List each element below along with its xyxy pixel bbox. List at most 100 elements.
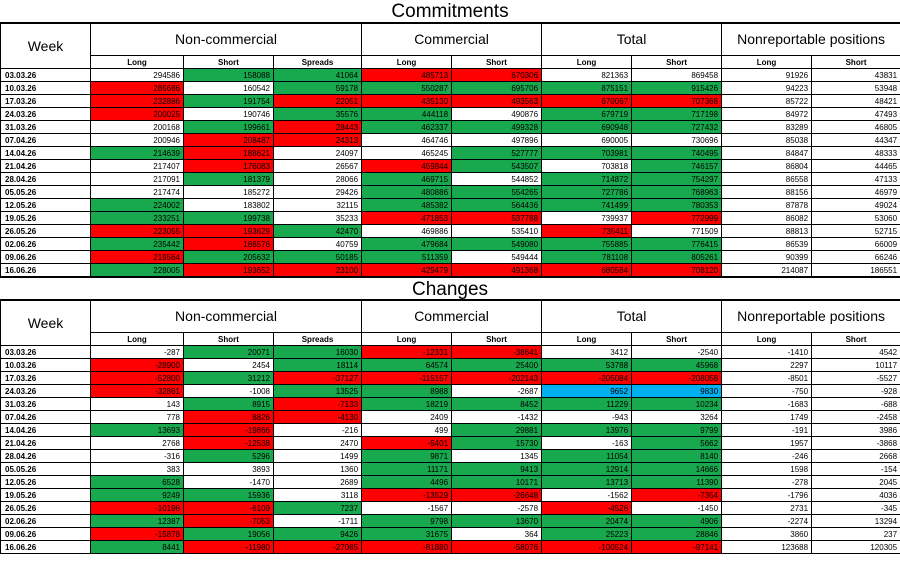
value-cell: -52800: [90, 371, 184, 385]
sub-header-row: Long Short Spreads Long Short Long Short Long Sh…: [1, 332, 900, 346]
value-cell: 22051: [272, 94, 363, 108]
section-title: Commitments: [0, 0, 900, 23]
value-cell: 10171: [451, 475, 543, 489]
column-header: Short: [183, 332, 274, 346]
value-cell: 53788: [541, 358, 633, 372]
commitments-section: Commitments Week Non-commercial Commercial T…: [0, 0, 900, 277]
column-header: Short: [811, 332, 900, 346]
value-cell: -191: [721, 423, 813, 437]
value-cell: 86539: [721, 237, 813, 251]
week-cell: 28.04.26: [0, 172, 91, 186]
value-cell: 42470: [272, 224, 363, 238]
value-cell: 205632: [183, 250, 274, 264]
value-cell: -163: [541, 436, 633, 450]
value-cell: -216: [272, 423, 363, 437]
value-cell: 746157: [631, 159, 723, 173]
value-cell: 228005: [90, 263, 184, 277]
week-cell: 03.03.26: [0, 345, 91, 359]
value-cell: 8441: [90, 540, 184, 554]
group-header: Total: [541, 300, 723, 333]
value-cell: 9799: [631, 423, 723, 437]
value-cell: -19866: [183, 423, 274, 437]
value-cell: 44347: [811, 133, 900, 147]
value-cell: -13529: [361, 488, 453, 502]
value-cell: 9871: [361, 449, 453, 463]
value-cell: -32861: [90, 384, 184, 398]
table-row: 05.05.26 383 3893 1360 11171 9413 12914 14666 15…: [0, 462, 900, 476]
value-cell: -2458: [811, 410, 900, 424]
column-header: Long: [361, 332, 453, 346]
value-cell: 429479: [361, 263, 453, 277]
value-cell: 94223: [721, 81, 813, 95]
value-cell: 727786: [541, 185, 633, 199]
week-cell: 19.05.26: [0, 211, 91, 225]
value-cell: -28900: [90, 358, 184, 372]
value-cell: 1345: [451, 449, 543, 463]
value-cell: 224002: [90, 198, 184, 212]
value-cell: 5662: [631, 436, 723, 450]
week-cell: 16.06.26: [0, 263, 91, 277]
value-cell: 12387: [90, 514, 184, 528]
value-cell: 8140: [631, 449, 723, 463]
value-cell: 3860: [721, 527, 813, 541]
group-header: Non-commercial: [89, 300, 363, 333]
value-cell: -1432: [451, 410, 543, 424]
value-cell: 680584: [541, 263, 633, 277]
value-cell: 11229: [541, 397, 633, 411]
value-cell: -1567: [361, 501, 453, 515]
value-cell: -316: [90, 449, 184, 463]
value-cell: 2689: [272, 475, 363, 489]
value-cell: 84972: [721, 107, 813, 121]
value-cell: 52715: [811, 224, 900, 238]
week-cell: 03.03.26: [0, 68, 91, 82]
value-cell: 20474: [541, 514, 633, 528]
value-cell: 707368: [631, 94, 723, 108]
value-cell: 20071: [183, 345, 274, 359]
value-cell: 47133: [811, 172, 900, 186]
value-cell: 85722: [721, 94, 813, 108]
value-cell: 200025: [90, 107, 184, 121]
value-cell: 13294: [811, 514, 900, 528]
value-cell: 915426: [631, 81, 723, 95]
value-cell: 25223: [541, 527, 633, 541]
value-cell: -15878: [90, 527, 184, 541]
value-cell: 18114: [272, 358, 363, 372]
value-cell: 740495: [631, 146, 723, 160]
week-cell: 16.06.26: [0, 540, 91, 554]
value-cell: 176083: [183, 159, 274, 173]
week-cell: 09.06.26: [0, 250, 91, 264]
value-cell: 223055: [90, 224, 184, 238]
value-cell: 2668: [811, 449, 900, 463]
value-cell: 497896: [451, 133, 543, 147]
table-row: 21.04.26 217407 176083 26567 459844 543507 703…: [0, 159, 900, 173]
week-header: Week: [0, 23, 91, 69]
column-header: Long: [90, 332, 184, 346]
value-cell: 12914: [541, 462, 633, 476]
value-cell: 59178: [272, 81, 363, 95]
table-row: 28.04.26 -316 5296 1499 9871 1345 11054 8140 -24…: [0, 449, 900, 463]
value-cell: 214639: [90, 146, 184, 160]
table-row: 31.03.26 200168 199661 28443 462337 499328 690…: [0, 120, 900, 134]
value-cell: 26567: [272, 159, 363, 173]
group-header: Nonreportable positions: [721, 300, 900, 333]
value-cell: 2768: [90, 436, 184, 450]
value-cell: 41064: [272, 68, 363, 82]
section-title: Changes: [0, 277, 900, 300]
column-header: Short: [183, 55, 274, 69]
value-cell: 237: [811, 527, 900, 541]
value-cell: -27085: [272, 540, 363, 554]
value-cell: 690005: [541, 133, 633, 147]
value-cell: 46805: [811, 120, 900, 134]
value-cell: -7354: [631, 488, 723, 502]
value-cell: 86082: [721, 211, 813, 225]
value-cell: -345: [811, 501, 900, 515]
value-cell: 755885: [541, 237, 633, 251]
value-cell: 537788: [451, 211, 543, 225]
value-cell: 741499: [541, 198, 633, 212]
value-cell: 91926: [721, 68, 813, 82]
value-cell: 29881: [451, 423, 543, 437]
value-cell: -205084: [541, 371, 633, 385]
value-cell: 735411: [541, 224, 633, 238]
value-cell: 499: [361, 423, 453, 437]
value-cell: 3264: [631, 410, 723, 424]
